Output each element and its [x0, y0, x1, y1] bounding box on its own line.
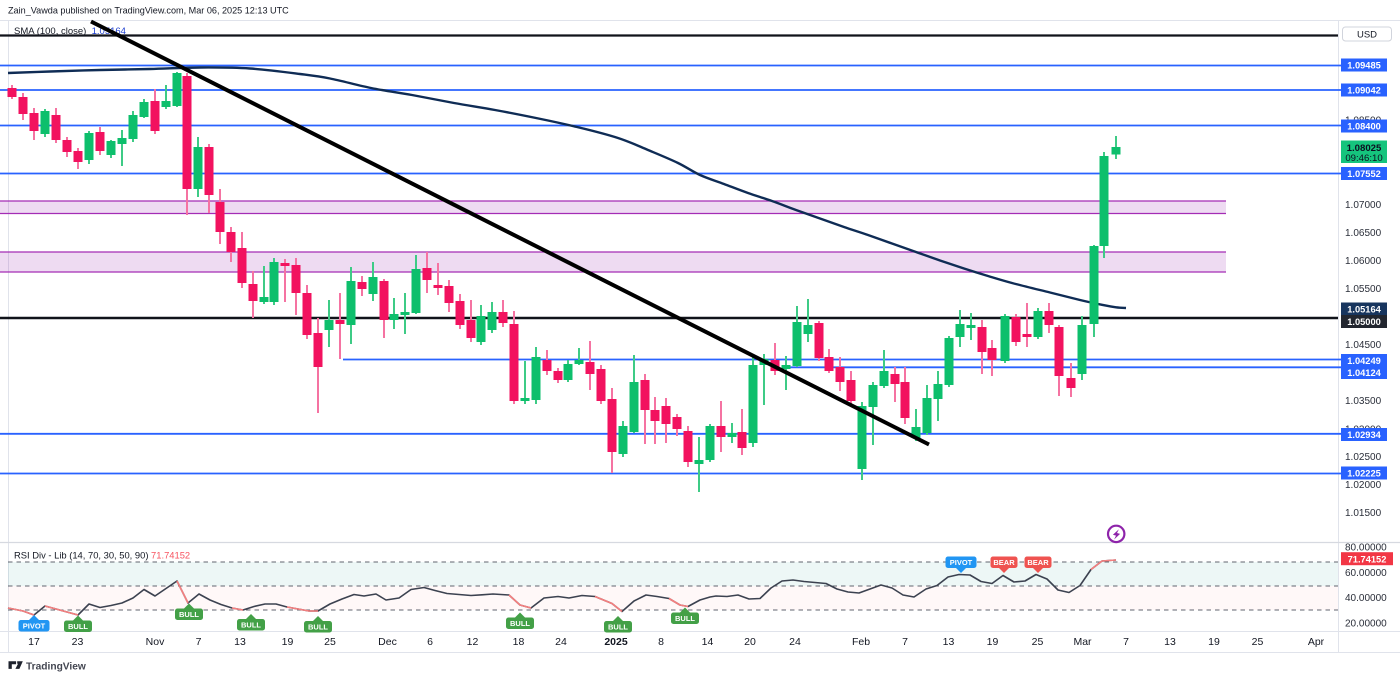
svg-text:BULL: BULL — [179, 610, 199, 619]
svg-text:6: 6 — [427, 636, 433, 648]
svg-text:BEAR: BEAR — [993, 558, 1015, 567]
svg-text:19: 19 — [987, 636, 999, 648]
svg-text:1.01500: 1.01500 — [1345, 508, 1382, 519]
svg-text:80.00000: 80.00000 — [1345, 543, 1387, 554]
svg-text:Feb: Feb — [852, 636, 870, 648]
svg-text:13: 13 — [234, 636, 246, 648]
svg-text:1.06500: 1.06500 — [1345, 228, 1382, 239]
svg-text:1.04124: 1.04124 — [1347, 368, 1381, 378]
svg-text:12: 12 — [467, 636, 479, 648]
svg-text:Apr: Apr — [1308, 636, 1325, 648]
svg-text:13: 13 — [943, 636, 955, 648]
svg-text:TradingView: TradingView — [26, 662, 86, 673]
svg-text:1.02225: 1.02225 — [1347, 469, 1381, 479]
svg-text:1.03500: 1.03500 — [1345, 396, 1382, 407]
svg-text:Mar: Mar — [1073, 636, 1092, 648]
svg-text:BULL: BULL — [510, 619, 530, 628]
svg-text:2025: 2025 — [604, 636, 628, 648]
svg-text:8: 8 — [658, 636, 664, 648]
svg-text:Zain_Vawda published on Tradin: Zain_Vawda published on TradingView.com,… — [8, 6, 289, 16]
svg-text:BULL: BULL — [68, 622, 88, 631]
svg-text:09:46:10: 09:46:10 — [1345, 153, 1382, 164]
svg-text:19: 19 — [1208, 636, 1220, 648]
svg-text:1.08400: 1.08400 — [1347, 122, 1381, 132]
svg-text:25: 25 — [1032, 636, 1044, 648]
svg-text:13: 13 — [1164, 636, 1176, 648]
svg-text:1.08025: 1.08025 — [1347, 143, 1382, 154]
svg-text:1.05000: 1.05000 — [1347, 317, 1381, 327]
svg-text:Dec: Dec — [378, 636, 397, 648]
svg-text:1.06000: 1.06000 — [1345, 256, 1382, 267]
svg-text:BULL: BULL — [675, 614, 695, 623]
svg-text:BEAR: BEAR — [1027, 558, 1049, 567]
svg-text:24: 24 — [555, 636, 567, 648]
svg-text:1.02934: 1.02934 — [1347, 430, 1381, 440]
svg-text:14: 14 — [702, 636, 714, 648]
svg-text:19: 19 — [282, 636, 294, 648]
svg-text:23: 23 — [72, 636, 84, 648]
svg-text:BULL: BULL — [308, 623, 328, 632]
svg-text:USD: USD — [1357, 30, 1377, 41]
svg-text:60.00000: 60.00000 — [1345, 568, 1387, 579]
svg-text:PIVOT: PIVOT — [23, 622, 46, 631]
svg-text:1.02500: 1.02500 — [1345, 452, 1382, 463]
svg-text:1.02000: 1.02000 — [1345, 480, 1382, 491]
svg-text:7: 7 — [1123, 636, 1129, 648]
svg-text:1.07000: 1.07000 — [1345, 200, 1382, 211]
svg-text:20.00000: 20.00000 — [1345, 619, 1387, 630]
svg-text:1.07552: 1.07552 — [1347, 169, 1381, 179]
svg-text:Nov: Nov — [146, 636, 165, 648]
svg-text:24: 24 — [789, 636, 801, 648]
svg-text:BULL: BULL — [241, 621, 261, 630]
svg-text:1.09485: 1.09485 — [1347, 61, 1381, 71]
svg-text:18: 18 — [513, 636, 525, 648]
svg-text:PIVOT: PIVOT — [950, 558, 973, 567]
svg-text:17: 17 — [28, 636, 40, 648]
svg-text:1.05500: 1.05500 — [1345, 284, 1382, 295]
svg-text:BULL: BULL — [608, 623, 628, 632]
svg-text:20: 20 — [744, 636, 756, 648]
svg-text:7: 7 — [196, 636, 202, 648]
svg-text:7: 7 — [902, 636, 908, 648]
svg-text:25: 25 — [1252, 636, 1264, 648]
svg-text:1.09042: 1.09042 — [1347, 86, 1381, 96]
svg-text:1.04500: 1.04500 — [1345, 340, 1382, 351]
svg-text:1.04249: 1.04249 — [1347, 356, 1381, 366]
svg-text:1.05164: 1.05164 — [1347, 305, 1381, 315]
svg-text:RSI Div - Lib (14, 70, 30, 50,: RSI Div - Lib (14, 70, 30, 50, 90) 71.74… — [14, 550, 190, 561]
svg-text:25: 25 — [324, 636, 336, 648]
svg-text:40.00000: 40.00000 — [1345, 593, 1387, 604]
svg-text:71.74152: 71.74152 — [1348, 554, 1387, 564]
